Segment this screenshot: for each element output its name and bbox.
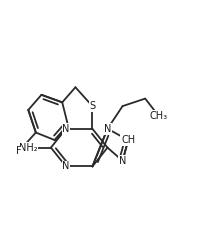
Text: NH₂: NH₂ — [19, 143, 38, 153]
Text: F: F — [16, 146, 22, 156]
Text: N: N — [104, 124, 111, 134]
Text: S: S — [89, 101, 95, 111]
Text: CH₃: CH₃ — [149, 110, 168, 120]
Text: N: N — [62, 161, 70, 171]
Text: N: N — [119, 156, 126, 166]
Text: CH: CH — [121, 135, 135, 145]
Text: N: N — [62, 124, 70, 134]
